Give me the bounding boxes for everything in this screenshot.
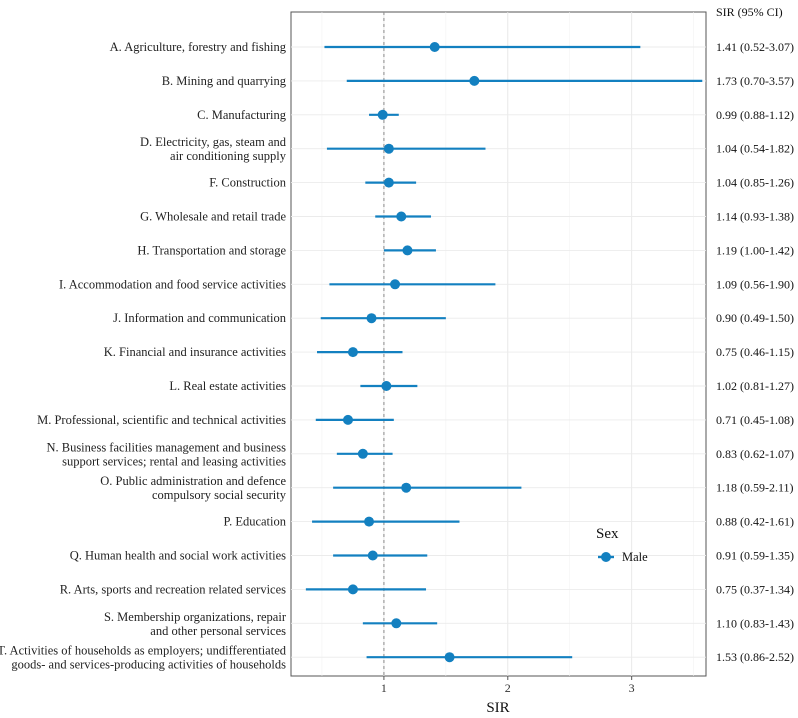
category-label-row-12: M. Professional, scientific and technica…: [37, 413, 286, 427]
legend-title: Sex: [596, 526, 619, 542]
category-label-row-1: A. Agriculture, forestry and fishing: [110, 40, 287, 54]
ci-text-row-6: 1.14 (0.93-1.38): [716, 210, 794, 224]
x-axis-ticks: 1 2 3: [381, 676, 635, 695]
category-label-line: air conditioning supply: [170, 149, 287, 163]
ci-text-row-16: 0.91 (0.59-1.35): [716, 549, 794, 563]
sir-point-row-6: [396, 211, 407, 222]
x-tick-label: 3: [629, 681, 635, 695]
ci-text-row-11: 1.02 (0.81-1.27): [716, 379, 794, 393]
sir-point-row-4: [383, 143, 394, 154]
minor-gridlines: [321, 12, 694, 676]
category-label-row-5: F. Construction: [209, 176, 287, 190]
category-label-row-17: R. Arts, sports and recreation related s…: [60, 582, 286, 596]
x-tick-label: 2: [505, 681, 511, 695]
ci-text-row-4: 1.04 (0.54-1.82): [716, 142, 794, 156]
category-labels: A. Agriculture, forestry and fishing B. M…: [0, 40, 287, 672]
sir-point-row-13: [357, 448, 368, 459]
category-label-row-3: C. Manufacturing: [197, 108, 287, 122]
category-label-row-9: J. Information and communication: [113, 311, 287, 325]
ci-text-row-14: 1.18 (0.59-2.11): [716, 481, 794, 495]
ci-text-row-8: 1.09 (0.56-1.90): [716, 277, 794, 291]
legend-key-dot: [601, 552, 611, 562]
category-label-line: N. Business facilities management and bu…: [46, 440, 286, 454]
category-label-row-8: I. Accommodation and food service activi…: [59, 277, 286, 291]
category-label-line: goods- and services-producing activities…: [11, 658, 286, 672]
category-label-row-15: P. Education: [224, 515, 287, 529]
ci-text-row-2: 1.73 (0.70-3.57): [716, 74, 794, 88]
category-label-row-7: H. Transportation and storage: [137, 243, 286, 257]
ci-text-row-15: 0.88 (0.42-1.61): [716, 515, 794, 529]
category-label-row-6: G. Wholesale and retail trade: [140, 210, 286, 224]
category-label-row-4: D. Electricity, gas, steam and air condit…: [140, 135, 287, 163]
ci-text-row-5: 1.04 (0.85-1.26): [716, 176, 794, 190]
category-label-line: support services; rental and leasing act…: [62, 454, 286, 468]
confidence-intervals: [305, 45, 703, 659]
sir-point-row-9: [366, 313, 377, 324]
category-label-line: D. Electricity, gas, steam and: [140, 135, 287, 149]
legend: Sex Male: [596, 526, 648, 564]
ci-text-row-18: 1.10 (0.83-1.43): [716, 616, 794, 630]
sir-point-row-16: [367, 550, 378, 561]
ci-labels: 1.41 (0.52-3.07) 1.73 (0.70-3.57) 0.99 (0.…: [716, 40, 794, 664]
category-label-row-14: O. Public administration and defence comp…: [100, 474, 286, 502]
category-label-line: T. Activities of households as employers…: [0, 644, 287, 658]
category-label-line: S. Membership organizations, repair: [104, 610, 287, 624]
ci-text-row-19: 1.53 (0.86-2.52): [716, 650, 794, 664]
category-label-line: and other personal services: [150, 624, 286, 638]
sir-point-row-7: [402, 245, 413, 256]
sir-point-row-19: [444, 652, 455, 663]
sir-point-row-18: [391, 618, 402, 629]
ci-text-row-1: 1.41 (0.52-3.07): [716, 40, 794, 54]
x-axis-title: SIR: [486, 700, 509, 716]
panel-background: [290, 11, 707, 677]
ci-text-row-9: 0.90 (0.49-1.50): [716, 311, 794, 325]
category-label-line: O. Public administration and defence: [100, 474, 286, 488]
ci-text-row-17: 0.75 (0.37-1.34): [716, 582, 794, 596]
category-label-row-16: Q. Human health and social work activiti…: [70, 549, 286, 563]
legend-label-male: Male: [622, 550, 648, 564]
sir-point-row-15: [364, 516, 375, 527]
sir-point-row-5: [383, 177, 394, 188]
category-label-line: compulsory social security: [152, 488, 287, 502]
sir-point-row-3: [377, 109, 388, 120]
sir-point-row-8: [390, 279, 401, 290]
category-label-row-18: S. Membership organizations, repair and o…: [104, 610, 287, 638]
ci-text-row-3: 0.99 (0.88-1.12): [716, 108, 794, 122]
sir-point-row-11: [381, 381, 392, 391]
ci-text-row-13: 0.83 (0.62-1.07): [716, 447, 794, 461]
ci-text-row-7: 1.19 (1.00-1.42): [716, 243, 794, 257]
sir-point-row-12: [342, 414, 353, 425]
sir-point-row-1: [429, 42, 440, 52]
ci-header: SIR (95% CI): [716, 5, 783, 19]
category-label-row-10: K. Financial and insurance activities: [104, 345, 286, 359]
major-gridlines: [291, 12, 706, 676]
category-label-row-11: L. Real estate activities: [169, 379, 286, 393]
ci-text-row-12: 0.71 (0.45-1.08): [716, 413, 794, 427]
sir-points: [342, 42, 480, 663]
ci-text-row-10: 0.75 (0.46-1.15): [716, 345, 794, 359]
category-label-row-13: N. Business facilities management and bu…: [46, 440, 286, 468]
category-label-row-2: B. Mining and quarrying: [162, 74, 287, 88]
sir-point-row-2: [469, 75, 480, 86]
sir-point-row-14: [401, 482, 412, 493]
category-label-row-19: T. Activities of households as employers…: [0, 644, 287, 672]
sir-point-row-17: [347, 584, 358, 595]
x-tick-label: 1: [381, 681, 387, 695]
sir-point-row-10: [347, 347, 358, 358]
